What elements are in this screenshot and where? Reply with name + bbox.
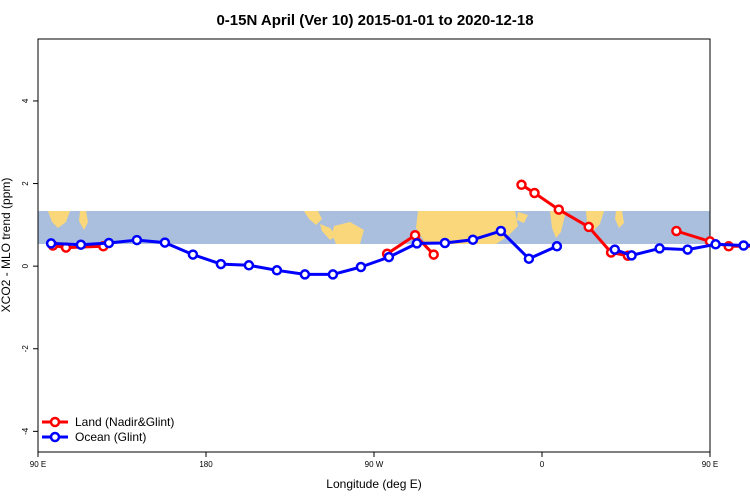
data-point — [245, 261, 253, 269]
legend-ocean-label: Ocean (Glint) — [75, 430, 146, 444]
data-point — [553, 242, 561, 250]
data-point — [628, 251, 636, 259]
data-point — [217, 260, 225, 268]
y-tick-label: 0 — [21, 263, 30, 268]
data-point — [301, 270, 309, 278]
x-axis-label: Longitude (deg E) — [326, 477, 421, 491]
plot-frame — [38, 39, 710, 452]
legend-ocean-marker — [51, 433, 59, 441]
x-axis: 90 E 180 90 W 0 90 E — [30, 452, 718, 469]
y-axis: -4 -2 0 2 4 — [21, 98, 38, 435]
data-point — [497, 227, 505, 235]
data-point — [47, 239, 55, 247]
data-point — [411, 231, 419, 239]
data-point — [430, 251, 438, 259]
data-point — [385, 253, 393, 261]
data-point — [518, 181, 526, 189]
data-point — [161, 239, 169, 247]
data-point — [611, 246, 619, 254]
y-tick-label: 4 — [21, 98, 30, 103]
chart-title: 0-15N April (Ver 10) 2015-01-01 to 2020-… — [216, 12, 533, 29]
data-point — [672, 227, 680, 235]
x-tick-label: 90 E — [30, 460, 46, 469]
data-point — [133, 236, 141, 244]
x-tick-label: 90 E — [702, 460, 718, 469]
data-point — [329, 270, 337, 278]
data-point — [441, 239, 449, 247]
y-axis-label: XCO2 - MLO trend (ppm) — [0, 178, 13, 313]
data-point — [555, 206, 563, 214]
data-point — [105, 239, 113, 247]
legend-land-label: Land (Nadir&Glint) — [75, 415, 174, 429]
y-tick-label: -2 — [21, 345, 30, 353]
data-point — [585, 223, 593, 231]
data-point — [273, 266, 281, 274]
data-point — [656, 244, 664, 252]
x-tick-label: 0 — [540, 460, 545, 469]
legend: Land (Nadir&Glint) Ocean (Glint) — [42, 415, 174, 444]
data-point — [413, 239, 421, 247]
data-point — [189, 251, 197, 259]
data-point — [684, 246, 692, 254]
x-tick-label: 180 — [199, 460, 213, 469]
data-point — [77, 241, 85, 249]
data-point — [531, 189, 539, 197]
data-point — [357, 263, 365, 271]
y-tick-label: 2 — [21, 181, 30, 186]
y-tick-label: -4 — [21, 427, 30, 435]
data-point — [740, 242, 748, 250]
x-tick-label: 90 W — [365, 460, 384, 469]
legend-land-marker — [51, 418, 59, 426]
chart: 0-15N April (Ver 10) 2015-01-01 to 2020-… — [0, 0, 750, 500]
data-point — [469, 236, 477, 244]
data-point — [712, 240, 720, 248]
data-point — [525, 255, 533, 263]
